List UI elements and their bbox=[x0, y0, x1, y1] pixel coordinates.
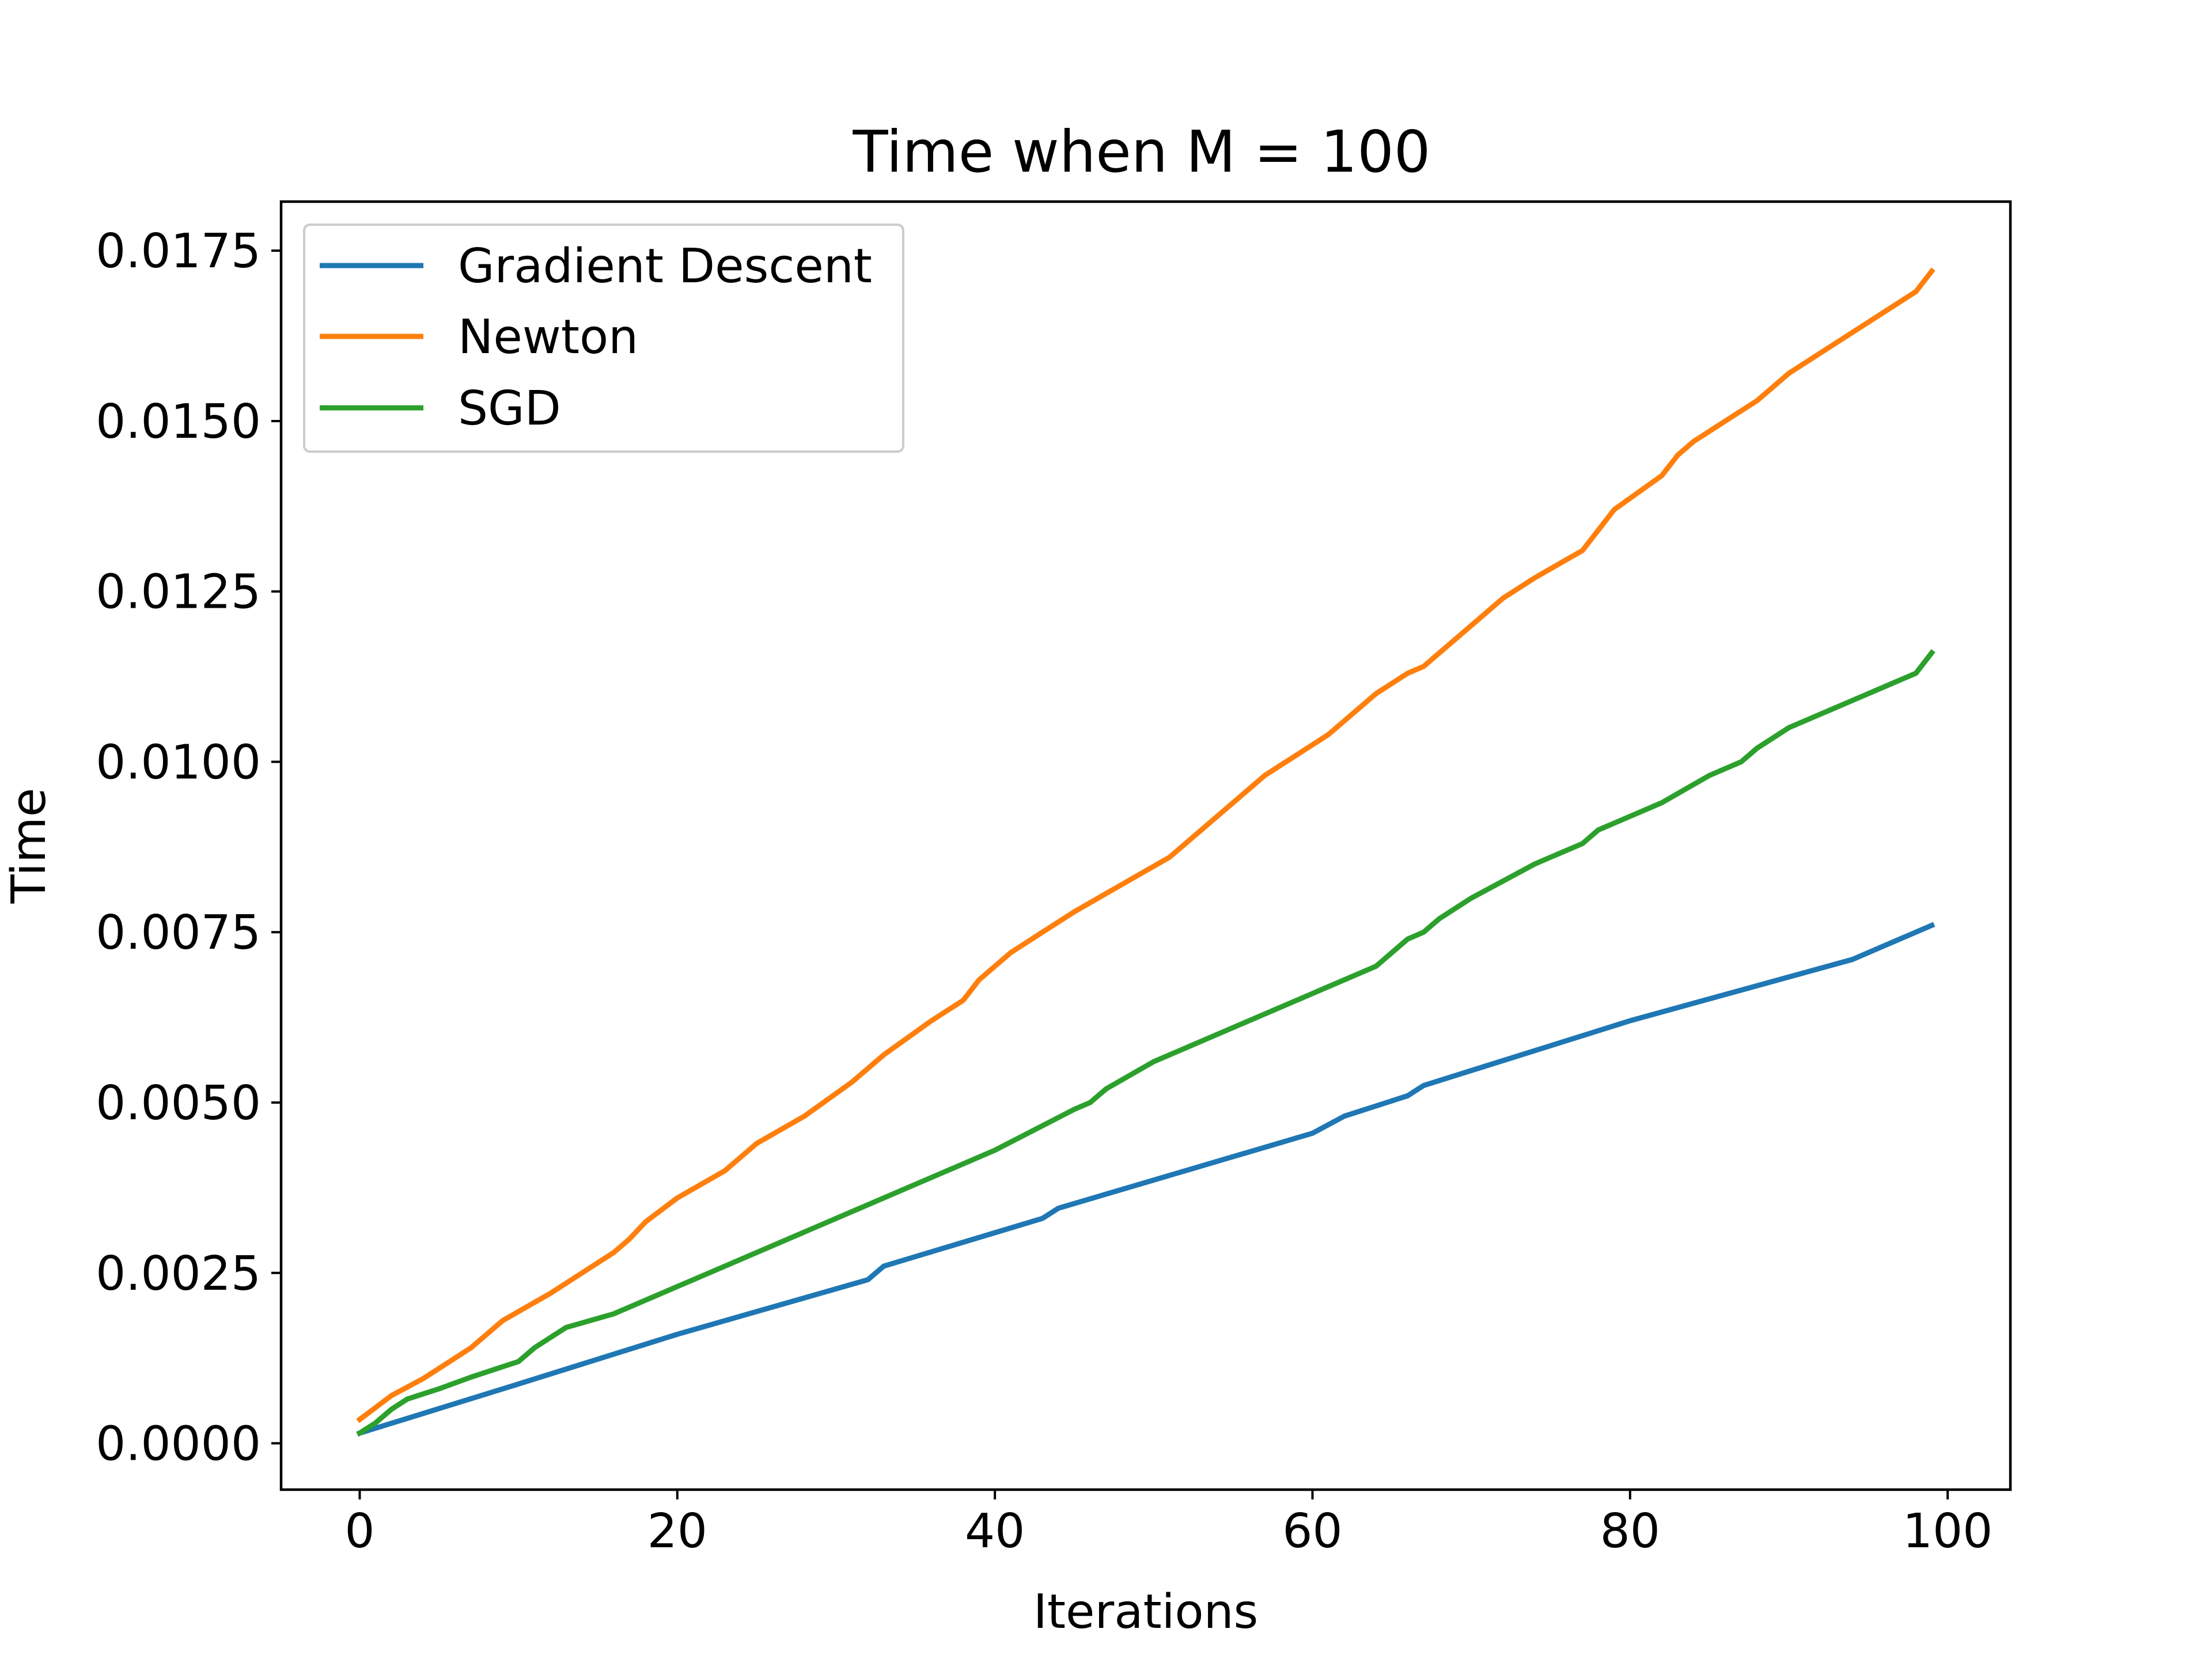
y-tick-label: 0.0125 bbox=[96, 565, 261, 620]
series-line-sgd bbox=[356, 649, 1936, 1437]
legend-label-gradient-descent: Gradient Descent bbox=[458, 239, 872, 294]
x-tick-label: 40 bbox=[965, 1504, 1025, 1559]
y-tick-label: 0.0075 bbox=[96, 906, 261, 960]
series-line-gradient-descent bbox=[356, 922, 1936, 1437]
y-tick-label: 0.0175 bbox=[96, 224, 261, 279]
y-axis-ticks: 0.0000 0.0025 0.0050 0.0075 0.0100 0.0125 0.01… bbox=[96, 224, 281, 1472]
x-tick-label: 60 bbox=[1282, 1504, 1342, 1559]
plot-frame bbox=[279, 200, 2012, 1491]
y-tick-label: 0.0000 bbox=[96, 1417, 261, 1472]
legend-label-newton: Newton bbox=[458, 310, 638, 365]
series-line-newton bbox=[356, 267, 1936, 1423]
x-tick-label: 0 bbox=[344, 1504, 374, 1559]
x-axis-label: Iterations bbox=[1033, 1585, 1259, 1639]
legend: Gradient Descent Newton SGD bbox=[303, 224, 904, 453]
x-tick-label: 20 bbox=[647, 1504, 707, 1559]
y-tick-label: 0.0050 bbox=[96, 1076, 261, 1131]
series-layer bbox=[356, 267, 1936, 1437]
chart-title: Time when M = 100 bbox=[853, 118, 1431, 185]
legend-label-sgd: SGD bbox=[458, 381, 561, 436]
y-tick-label: 0.0025 bbox=[96, 1247, 261, 1301]
x-axis-ticks: 0 20 40 60 80 100 bbox=[344, 1490, 1993, 1559]
x-tick-label: 80 bbox=[1600, 1504, 1660, 1559]
x-tick-label: 100 bbox=[1903, 1504, 1993, 1559]
legend-box bbox=[303, 224, 904, 453]
y-tick-label: 0.0150 bbox=[96, 395, 261, 449]
y-axis-label: Time bbox=[2, 788, 56, 904]
y-tick-label: 0.0100 bbox=[96, 735, 261, 790]
